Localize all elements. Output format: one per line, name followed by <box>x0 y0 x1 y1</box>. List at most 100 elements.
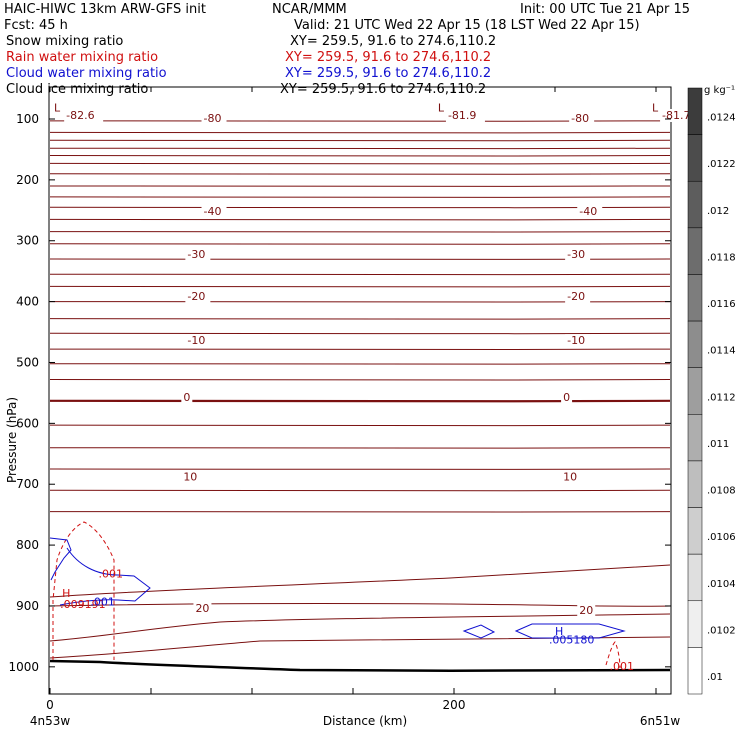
isotherm <box>49 147 671 150</box>
header-org: NCAR/MMM <box>272 2 347 17</box>
rain-contour <box>605 641 621 669</box>
isotherm <box>49 564 671 598</box>
temperature-label: -20 <box>187 290 205 303</box>
isotherm <box>49 162 671 165</box>
temperature-contours <box>49 119 671 659</box>
isotherm <box>49 273 671 276</box>
label-mask <box>561 470 580 484</box>
isotherm <box>49 317 671 320</box>
temperature-label: -30 <box>567 248 585 261</box>
temperature-label: 0 <box>563 391 570 404</box>
isotherm <box>49 489 671 492</box>
colorbar-swatch <box>687 367 703 415</box>
label-mask <box>561 390 573 404</box>
x-axis-label: Distance (km) <box>323 714 407 728</box>
field-label-rain: Rain water mixing ratio <box>6 50 158 65</box>
label-mask <box>577 205 603 219</box>
x-right-endpoint: 6n51w <box>640 714 681 728</box>
isotherm <box>49 131 671 134</box>
temperature-label: -81.9 <box>448 109 476 122</box>
y-tick-label: 700 <box>16 477 39 491</box>
cloud-water-contours <box>49 537 626 639</box>
label-mask <box>185 247 211 261</box>
header-init: Init: 00 UTC Tue 21 Apr 15 <box>520 2 690 17</box>
colorbar-label: .0106 <box>707 532 736 543</box>
colorbar-label: .0108 <box>707 486 736 497</box>
isotherm <box>49 185 671 187</box>
header: HAIC-HIWC 13km ARW-GFS init NCAR/MMM Ini… <box>4 2 690 97</box>
header-valid: Valid: 21 UTC Wed 22 Apr 15 (18 LST Wed … <box>294 18 640 33</box>
isotherm <box>49 510 671 513</box>
rain-label: .001 <box>610 660 635 673</box>
cloud-label: H <box>555 625 563 638</box>
cloud-label: .001 <box>90 595 115 608</box>
temperature-label: -82.6 <box>66 109 94 122</box>
label-mask <box>565 289 591 303</box>
y-tick-label: 100 <box>16 112 39 126</box>
label-mask <box>193 602 212 616</box>
isotherm <box>49 362 671 365</box>
colorbar-swatch <box>687 180 703 229</box>
temperature-label: -10 <box>187 334 205 347</box>
temperature-label: L <box>54 102 61 115</box>
rain-contour <box>52 521 115 660</box>
terrain-line-path <box>49 659 671 672</box>
header-title: HAIC-HIWC 13km ARW-GFS init <box>4 2 206 17</box>
cloud-contour <box>514 623 626 639</box>
rain-label: .009191 <box>60 598 106 611</box>
temperature-label: -30 <box>187 248 205 261</box>
colorbar-swatch <box>687 274 703 322</box>
colorbar-swatch <box>687 320 703 368</box>
isotherm <box>49 230 671 233</box>
label-mask <box>569 112 595 126</box>
field-xy-snow: XY= 259.5, 91.6 to 274.6,110.2 <box>290 34 496 49</box>
label-mask <box>64 109 104 122</box>
x-left-endpoint: 4n53w <box>30 714 71 728</box>
colorbar-label: .012 <box>707 206 729 217</box>
colorbar-label: .011 <box>707 439 729 450</box>
label-mask <box>435 101 447 115</box>
colorbar-label: .0122 <box>707 159 736 170</box>
label-mask <box>577 603 596 617</box>
label-mask <box>52 101 64 115</box>
label-mask <box>185 289 211 303</box>
temperature-label: -20 <box>567 290 585 303</box>
header-fcst: Fcst: 45 h <box>4 18 68 33</box>
field-label-cloud-ice: Cloud ice mixing ratio <box>6 82 148 97</box>
cloud-labels: .001 H.005180 <box>90 595 594 646</box>
colorbar-swatch <box>687 507 703 555</box>
x-tick-label: 200 <box>443 698 466 712</box>
isotherm <box>49 603 671 607</box>
isotherm <box>49 242 671 245</box>
field-label-snow: Snow mixing ratio <box>6 34 123 49</box>
isotherm <box>49 446 671 449</box>
cloud-contour <box>59 547 151 606</box>
isotherm <box>49 139 671 142</box>
plot-frame <box>48 86 672 695</box>
colorbar-swatch <box>687 87 703 135</box>
colorbar: .0124 .0122 .012 .0118 .0116 .0114 .0112 .011 .0… <box>687 87 736 695</box>
y-tick-label: 1000 <box>8 660 39 674</box>
label-mask <box>201 112 227 126</box>
cloud-contour <box>49 537 72 581</box>
y-tick-label: 400 <box>16 295 39 309</box>
label-mask <box>181 390 193 404</box>
temperature-label: L <box>652 102 659 115</box>
isotherm <box>49 154 671 157</box>
label-mask <box>185 334 211 348</box>
isotherm <box>49 195 671 198</box>
y-tick-label: 900 <box>16 599 39 613</box>
cloud-contour <box>462 624 496 639</box>
label-mask <box>649 101 661 115</box>
temperature-label: -40 <box>579 205 597 218</box>
temperature-label: 10 <box>563 471 577 484</box>
colorbar-label: .0104 <box>707 579 736 590</box>
rain-label: .001 <box>98 567 123 580</box>
x-tick-label: 0 <box>46 698 54 712</box>
label-mask <box>565 247 591 261</box>
colorbar-swatch <box>687 553 703 602</box>
colorbar-label: .0114 <box>707 346 736 357</box>
